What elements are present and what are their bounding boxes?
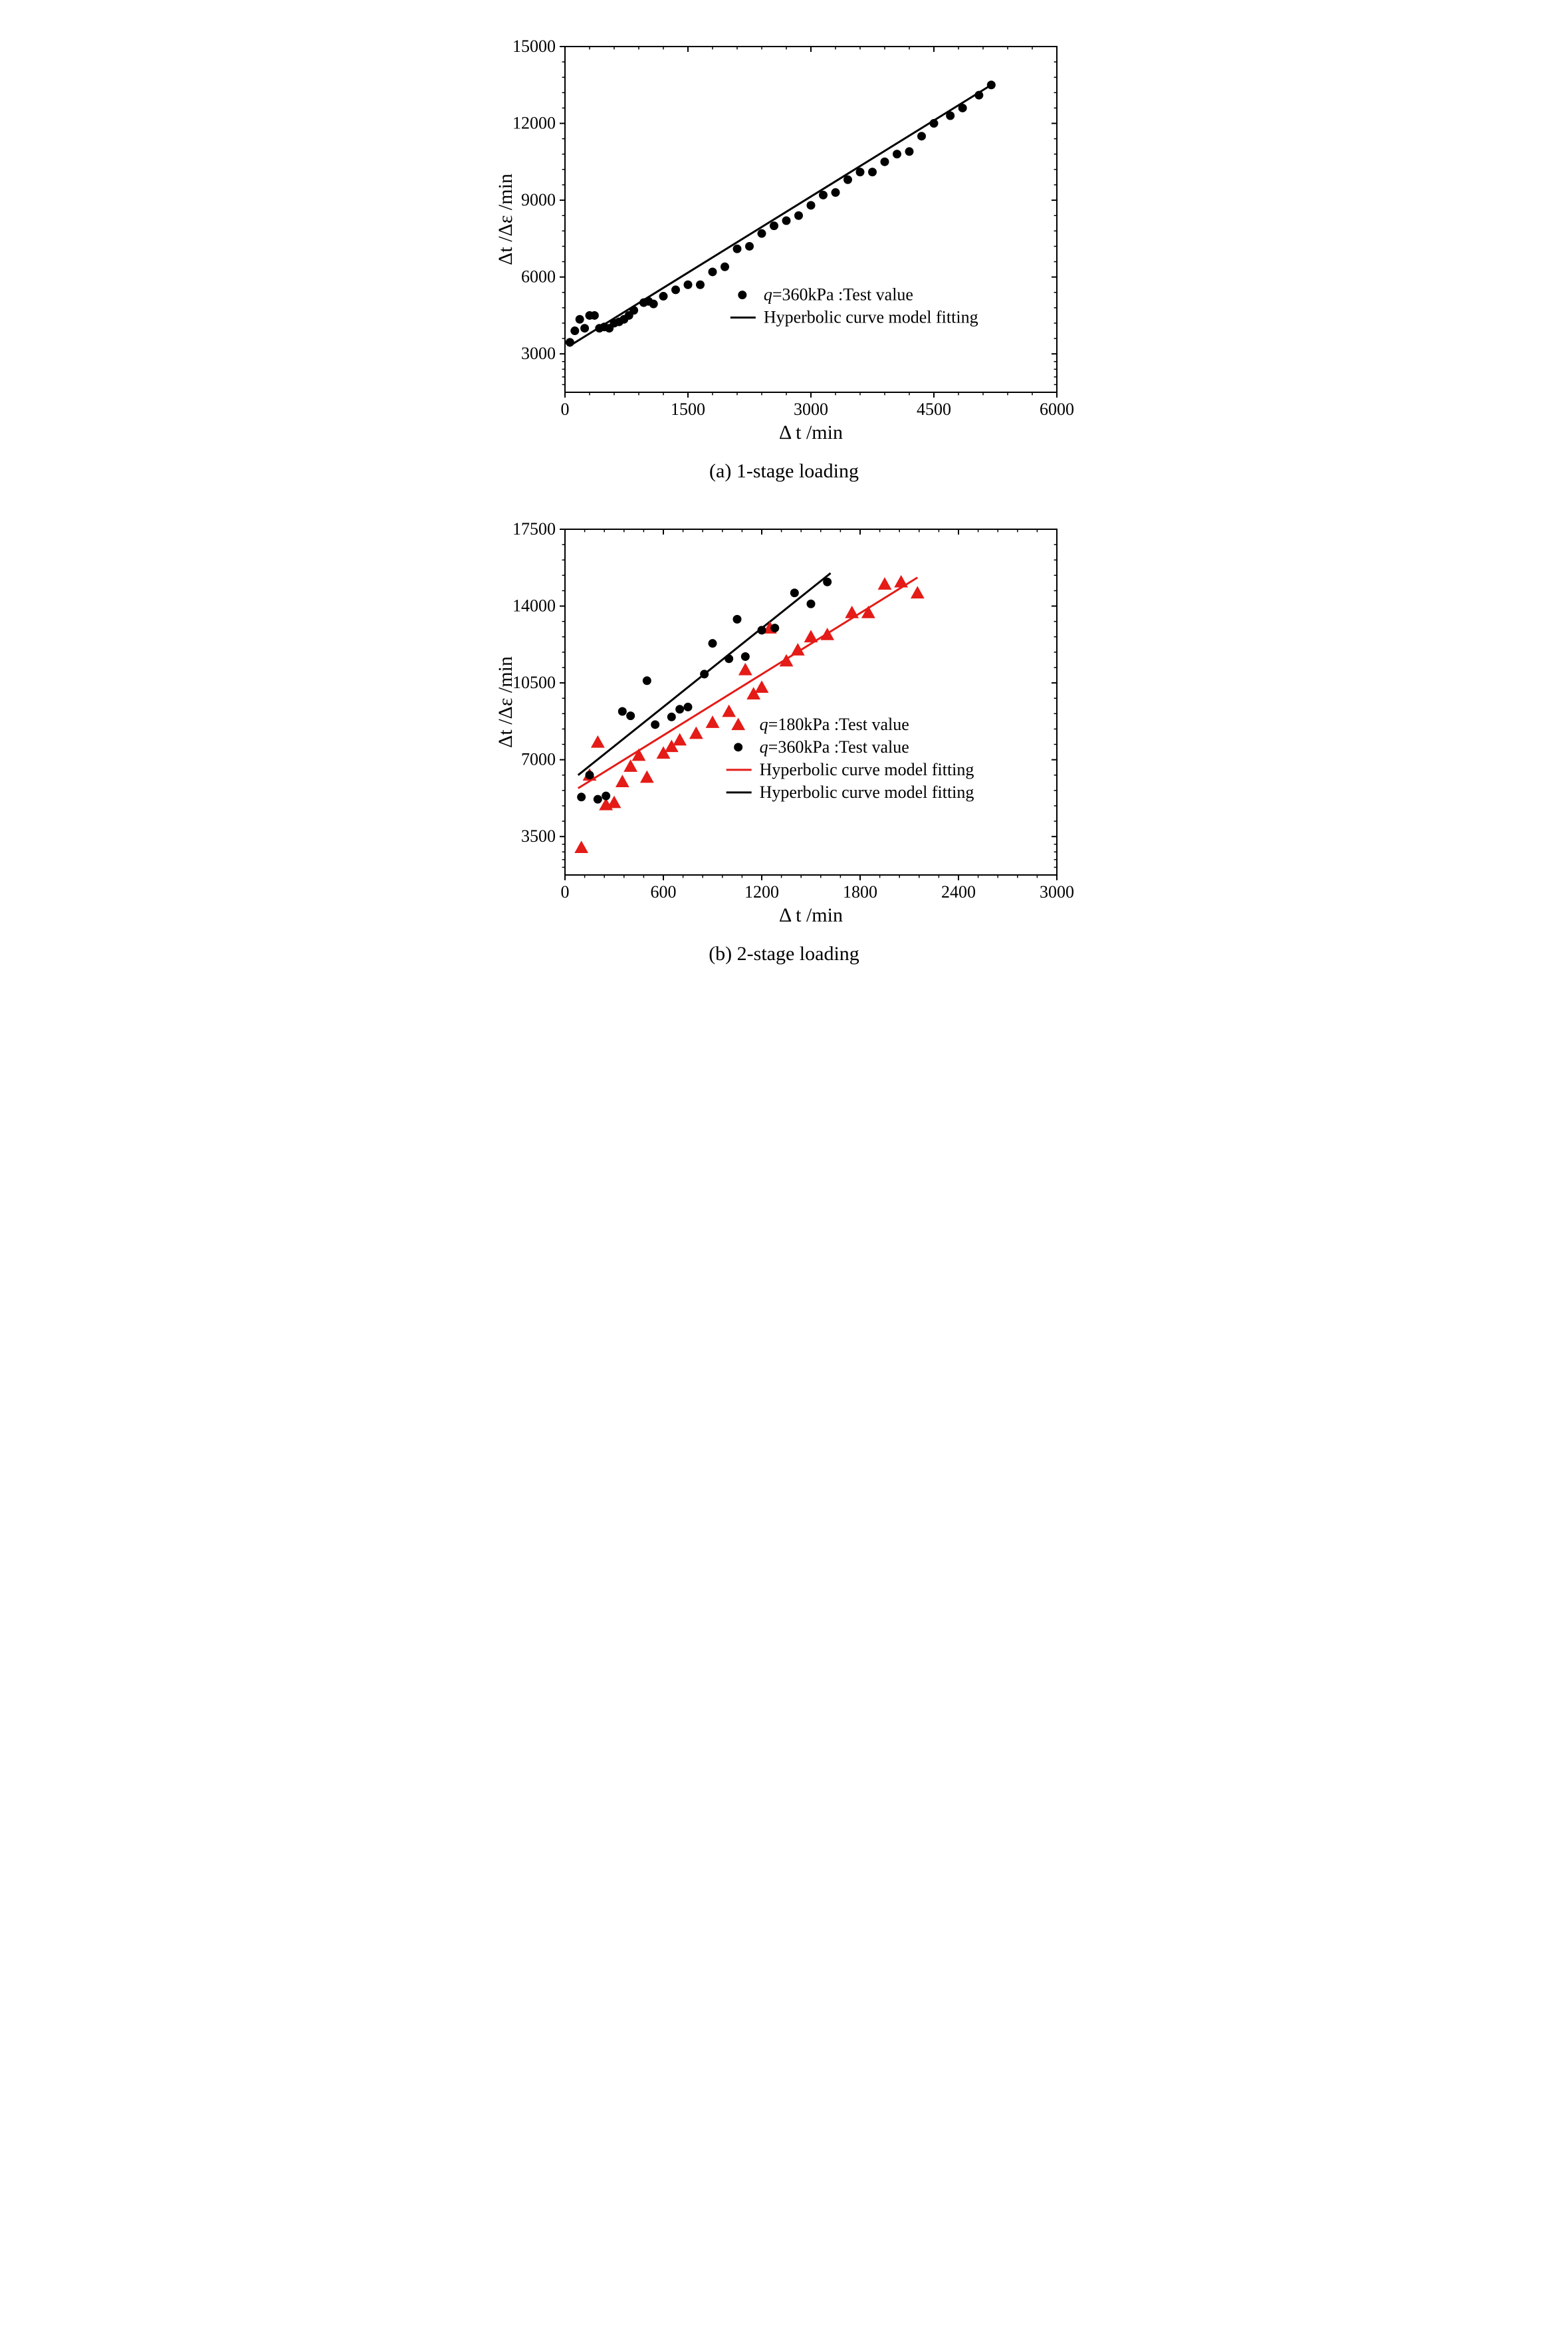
- svg-text:6000: 6000: [1040, 400, 1074, 419]
- chart-a-wrap: 0 1500 3000 4500 6000 3000 6000 9000 12000 15000 Δ…: [485, 27, 1083, 483]
- svg-text:q=360kPa :Test value: q=360kPa :Test value: [759, 737, 909, 757]
- svg-text:600: 600: [650, 882, 676, 902]
- page: 015003000450060003000600090001200015000Δ…: [0, 0, 1568, 1019]
- chart-b-wrap: 0 600 1200 1800 2400 3000 3500 7000 10500 14000 17…: [485, 509, 1083, 965]
- svg-text:9000: 9000: [521, 190, 556, 209]
- svg-text:Δt /Δε /min: Δt /Δε /min: [495, 174, 516, 265]
- svg-text:3000: 3000: [794, 400, 828, 419]
- svg-text:1500: 1500: [671, 400, 705, 419]
- svg-text:1200: 1200: [744, 882, 779, 902]
- svg-text:17500: 17500: [512, 519, 556, 539]
- svg-text:q=360kPa :Test value: q=360kPa :Test value: [763, 285, 913, 305]
- svg-text:3500: 3500: [521, 826, 556, 846]
- svg-text:14000: 14000: [512, 596, 556, 616]
- svg-text:2400: 2400: [941, 882, 976, 902]
- svg-text:Hyperbolic curve model fitting: Hyperbolic curve model fitting: [759, 783, 974, 802]
- caption-a: (a) 1-stage loading: [485, 460, 1083, 483]
- svg-text:Hyperbolic curve model fitting: Hyperbolic curve model fitting: [763, 308, 978, 327]
- svg-text:0: 0: [560, 400, 569, 419]
- svg-text:10500: 10500: [512, 673, 556, 692]
- chart-a: 0 1500 3000 4500 6000 3000 6000 9000 12000 15000 Δ…: [485, 27, 1083, 452]
- svg-text:12000: 12000: [512, 114, 556, 133]
- svg-text:6000: 6000: [521, 267, 556, 287]
- svg-text:3000: 3000: [1040, 882, 1074, 902]
- svg-text:15000: 15000: [512, 37, 556, 56]
- svg-text:Hyperbolic curve model fitting: Hyperbolic curve model fitting: [759, 760, 974, 779]
- svg-text:q=180kPa :Test value: q=180kPa :Test value: [759, 715, 909, 734]
- svg-text:0: 0: [560, 882, 569, 902]
- svg-text:Δ t /min: Δ t /min: [779, 422, 843, 443]
- svg-text:Δ t /min: Δ t /min: [779, 904, 843, 926]
- svg-text:3000: 3000: [521, 344, 556, 363]
- svg-text:4500: 4500: [917, 400, 951, 419]
- svg-text:7000: 7000: [521, 750, 556, 769]
- svg-text:1800: 1800: [843, 882, 877, 902]
- chart-b: 0 600 1200 1800 2400 3000 3500 7000 10500 14000 17…: [485, 509, 1083, 935]
- svg-text:Δt /Δε /min: Δt /Δε /min: [495, 656, 516, 748]
- caption-b: (b) 2-stage loading: [485, 943, 1083, 965]
